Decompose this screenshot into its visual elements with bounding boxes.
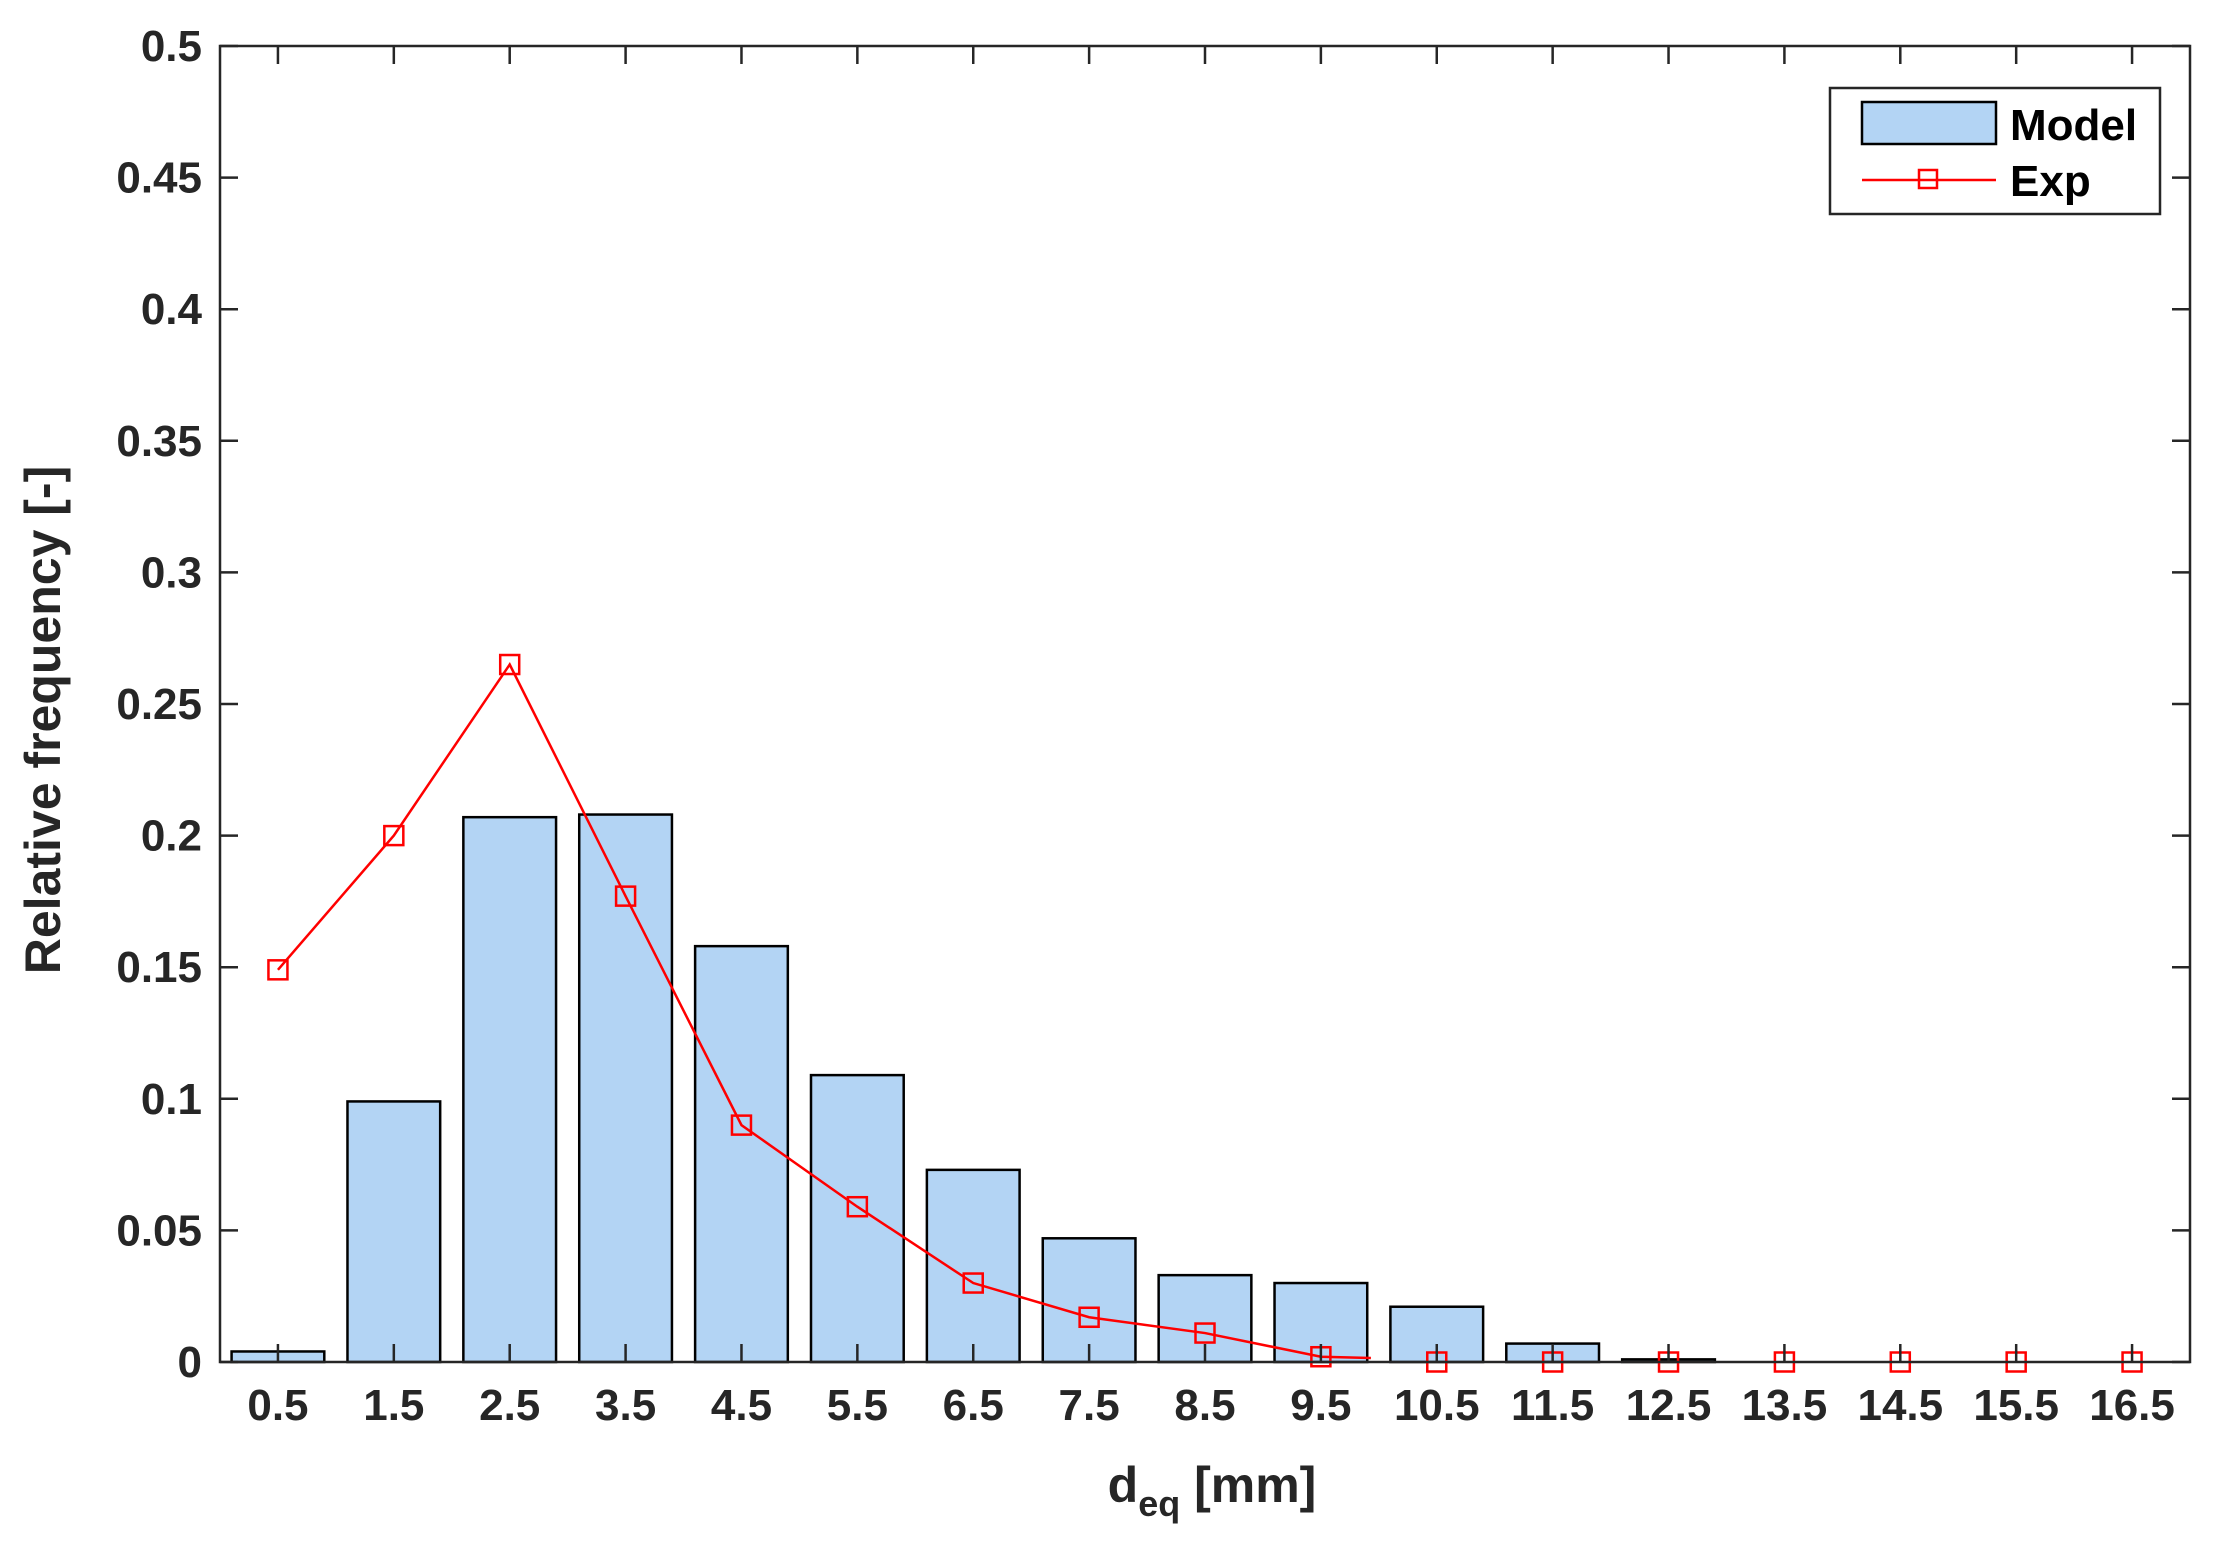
legend-label-exp: Exp [2010,157,2091,206]
y-axis-title: Relative frequency [-] [15,466,71,974]
bar-model-4.5 [693,944,790,1364]
legend-label-model: Model [2010,101,2137,150]
y-tick-label-0.5: 0.5 [141,22,202,71]
y-tick-label-0.45: 0.45 [116,154,202,203]
x-tick-label-15.5: 15.5 [1973,1381,2059,1430]
x-axis-title-unit: [mm] [1180,1457,1316,1513]
exp-marker-3.5 [614,885,637,907]
x-tick-label-2.5: 2.5 [479,1381,540,1430]
x-tick-label-14.5: 14.5 [1857,1381,1943,1430]
y-tick-label-0.35: 0.35 [116,417,202,466]
x-tick-label-9.5: 9.5 [1290,1381,1351,1430]
exp-marker-0.5 [267,959,289,981]
y-tick-label-0: 0 [178,1338,202,1387]
x-tick-label-12.5: 12.5 [1626,1381,1712,1430]
x-axis-title-subscript: eq [1138,1483,1180,1524]
bar-model-3.5 [577,813,674,1364]
x-tick-label-13.5: 13.5 [1742,1381,1828,1430]
bar-model-7.5 [1041,1237,1137,1364]
x-tick-label-1.5: 1.5 [363,1381,424,1430]
x-axis-title-main: d [1108,1457,1139,1513]
y-tick-label-0.25: 0.25 [116,680,202,729]
bar-model-5.5 [809,1073,905,1364]
x-tick-label-0.5: 0.5 [247,1381,308,1430]
x-tick-label-10.5: 10.5 [1394,1381,1480,1430]
legend: Model Exp [1828,86,2162,216]
bar-model-1.5 [346,1100,442,1364]
exp-marker-4.5 [730,1114,753,1136]
x-axis-title: deq [mm] [1108,1457,1317,1524]
ticks-layer: 0 0.05 0.1 0.15 0.2 0.25 0.3 0.35 0.4 0.45 0.5 0.5 1… [116,22,2190,1430]
exp-marker-5.5 [846,1195,869,1218]
exp-marker-2.5 [498,653,521,676]
bar-model-6.5 [925,1168,1021,1364]
exp-marker-1.5 [383,824,405,847]
x-tick-label-3.5: 3.5 [595,1381,656,1430]
y-tick-label-0.05: 0.05 [116,1206,202,1255]
x-tick-label-11.5: 11.5 [1511,1381,1594,1430]
y-tick-label-0.2: 0.2 [141,812,202,861]
exp-line-path [276,662,1371,1360]
bars-layer [230,813,1717,1364]
x-tick-label-5.5: 5.5 [827,1381,888,1430]
bar-model-2.5 [462,815,558,1364]
x-tick-label-8.5: 8.5 [1174,1381,1235,1430]
x-tick-label-6.5: 6.5 [943,1381,1004,1430]
exp-marker-8.5 [1194,1322,1216,1344]
y-tick-label-0.15: 0.15 [116,943,202,992]
x-tick-label-4.5: 4.5 [711,1381,772,1430]
legend-swatch-model [1860,100,1998,146]
y-tick-label-0.4: 0.4 [141,285,203,334]
x-tick-label-7.5: 7.5 [1059,1381,1120,1430]
exp-marker-7.5 [1078,1306,1100,1329]
exp-marker-6.5 [962,1272,984,1294]
x-tick-label-16.5: 16.5 [2089,1381,2175,1430]
y-tick-label-0.3: 0.3 [141,548,202,597]
legend-marker-exp [1917,168,1939,190]
y-tick-label-0.1: 0.1 [141,1075,202,1124]
